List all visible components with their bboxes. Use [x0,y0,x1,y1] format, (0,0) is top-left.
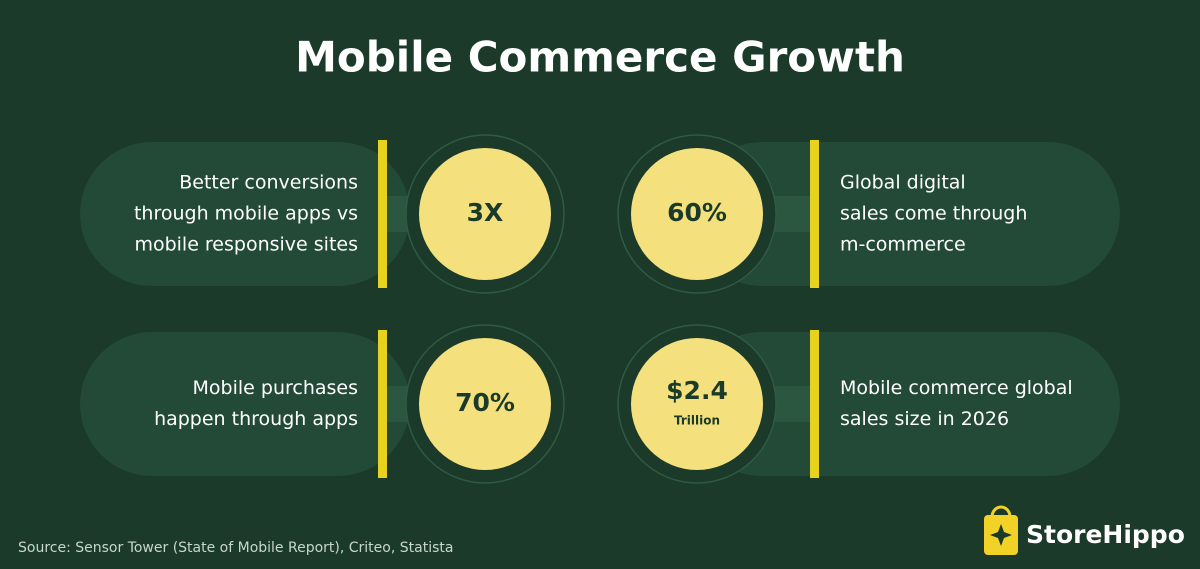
title: Mobile Commerce Growth [295,33,905,82]
stat-description: Mobile purchases [193,377,358,399]
stat-description: sales come through [840,203,1027,225]
accent-bar [810,140,819,288]
stat-circle [419,148,551,280]
brand-icon [984,505,1018,555]
accent-bar [378,330,387,478]
stat-pill [690,142,1120,286]
stat-pill [690,332,1120,476]
accent-bar [378,140,387,288]
stat-description: through mobile apps vs [134,203,358,225]
stat-description: Mobile commerce global [840,377,1073,399]
stat-circle [631,338,763,470]
stat-description: Global digital [840,172,966,194]
stat-pill [80,332,410,476]
stat-description: m-commerce [840,234,966,256]
stat-description: mobile responsive sites [134,234,358,256]
source: Source: Sensor Tower (State of Mobile Re… [18,540,453,556]
stat-value: 3X [467,198,504,227]
stat-value: $2.4 [666,376,728,405]
stat-description: sales size in 2026 [840,408,1009,430]
stat-description: happen through apps [154,408,358,430]
stat-value: 60% [667,198,727,227]
stat-sublabel: Trillion [674,414,720,428]
accent-bar [810,330,819,478]
stat-value: 70% [455,388,515,417]
stat-circle [419,338,551,470]
stat-circle [631,148,763,280]
brand: StoreHippo [1026,520,1185,549]
stat-description: Better conversions [179,172,358,194]
stat-pill [80,142,410,286]
